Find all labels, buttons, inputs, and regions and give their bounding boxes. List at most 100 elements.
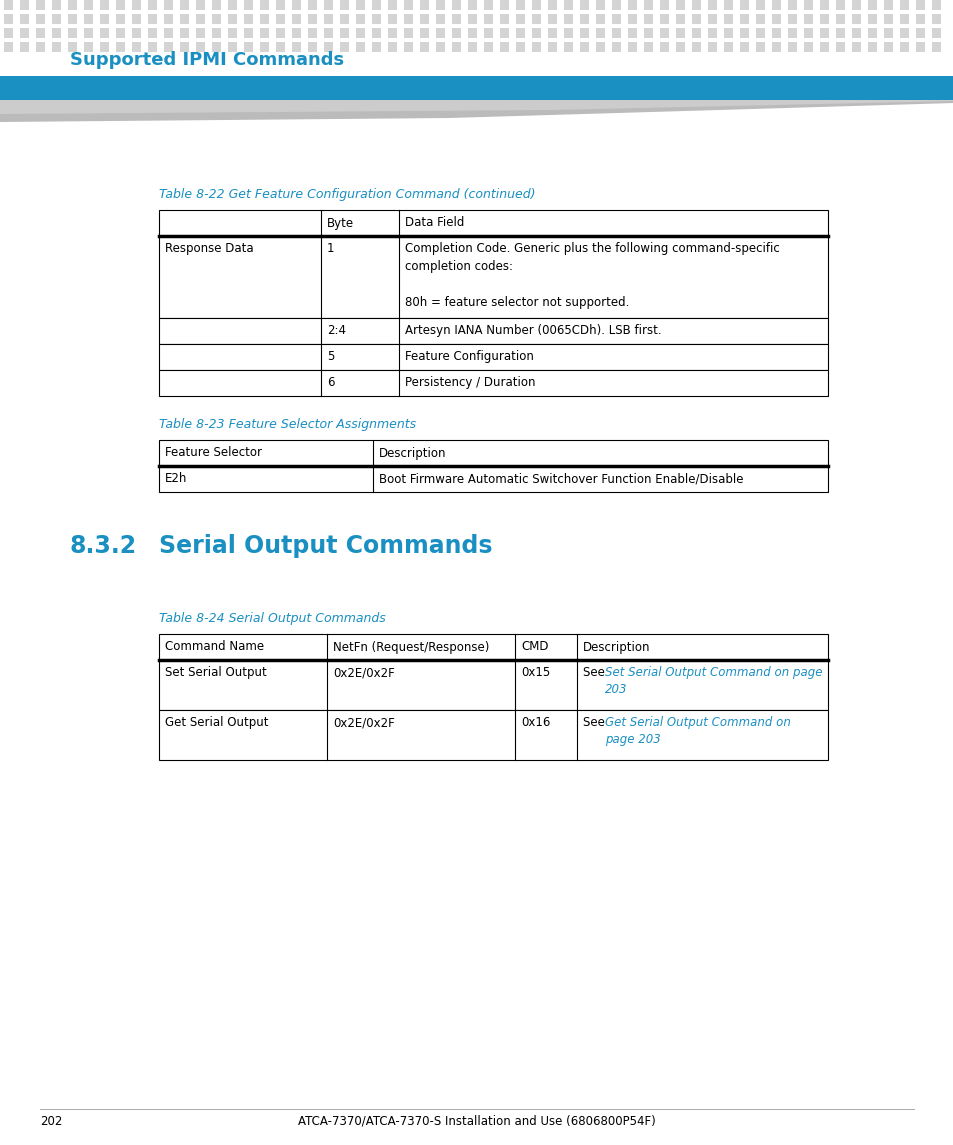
Bar	[52, 0, 61, 10]
Bar	[52, 14, 61, 24]
Bar	[339, 42, 349, 52]
Bar	[324, 42, 333, 52]
Bar	[164, 0, 172, 10]
Bar	[563, 27, 573, 38]
Bar	[707, 42, 717, 52]
Bar	[36, 42, 45, 52]
Bar	[883, 42, 892, 52]
Bar	[596, 42, 604, 52]
Bar	[612, 14, 620, 24]
Text: Boot Firmware Automatic Switchover Function Enable/Disable: Boot Firmware Automatic Switchover Funct…	[378, 473, 742, 485]
Bar	[563, 14, 573, 24]
Text: 1: 1	[327, 242, 335, 255]
Bar	[292, 27, 301, 38]
Bar	[612, 0, 620, 10]
Bar	[627, 0, 637, 10]
Bar	[931, 0, 940, 10]
Bar	[164, 42, 172, 52]
Text: NetFn (Request/Response): NetFn (Request/Response)	[333, 640, 489, 654]
Bar	[915, 42, 924, 52]
Bar	[835, 0, 844, 10]
Bar	[159, 440, 827, 466]
Bar	[244, 14, 253, 24]
Bar	[867, 14, 876, 24]
Polygon shape	[0, 100, 953, 123]
Bar	[132, 42, 141, 52]
Bar	[212, 27, 221, 38]
Bar	[452, 42, 460, 52]
Bar	[820, 0, 828, 10]
Bar	[659, 42, 668, 52]
Bar	[372, 42, 380, 52]
Bar	[835, 42, 844, 52]
Bar	[36, 27, 45, 38]
Bar	[116, 42, 125, 52]
Bar	[244, 27, 253, 38]
Bar	[20, 0, 29, 10]
Bar	[148, 0, 157, 10]
Bar	[723, 27, 732, 38]
Bar	[159, 318, 827, 343]
Text: Serial Output Commands: Serial Output Commands	[159, 534, 492, 558]
Bar	[195, 42, 205, 52]
Bar	[100, 42, 109, 52]
Bar	[164, 14, 172, 24]
Bar	[388, 27, 396, 38]
Bar	[275, 27, 285, 38]
Bar	[4, 0, 13, 10]
Bar	[579, 14, 588, 24]
Text: Command Name: Command Name	[165, 640, 264, 654]
Bar	[851, 14, 861, 24]
Text: 0x2E/0x2F: 0x2E/0x2F	[333, 716, 395, 729]
Bar	[676, 42, 684, 52]
Bar	[36, 14, 45, 24]
Bar	[244, 0, 253, 10]
Bar	[292, 0, 301, 10]
Bar	[275, 42, 285, 52]
Bar	[883, 27, 892, 38]
Text: Description: Description	[582, 640, 650, 654]
Bar	[516, 14, 524, 24]
Bar	[899, 14, 908, 24]
Bar	[723, 0, 732, 10]
Bar	[68, 0, 77, 10]
Bar	[755, 27, 764, 38]
Bar	[468, 42, 476, 52]
Bar	[403, 14, 413, 24]
Bar	[468, 14, 476, 24]
Bar	[787, 27, 796, 38]
Bar	[931, 42, 940, 52]
Bar	[596, 27, 604, 38]
Bar	[483, 0, 493, 10]
Bar	[324, 14, 333, 24]
Bar	[372, 14, 380, 24]
Bar	[228, 42, 236, 52]
Bar	[676, 0, 684, 10]
Bar	[164, 27, 172, 38]
Text: See: See	[582, 666, 608, 679]
Bar	[84, 0, 92, 10]
Bar	[755, 42, 764, 52]
Bar	[159, 634, 827, 660]
Bar	[771, 0, 781, 10]
Text: 202: 202	[40, 1115, 62, 1128]
Bar	[275, 14, 285, 24]
Text: E2h: E2h	[165, 473, 187, 485]
Bar	[308, 42, 316, 52]
Bar	[579, 0, 588, 10]
Bar	[835, 14, 844, 24]
Bar	[740, 0, 748, 10]
Bar	[20, 27, 29, 38]
Bar	[771, 27, 781, 38]
Bar	[68, 14, 77, 24]
Bar	[452, 0, 460, 10]
Text: Table 8-24 Serial Output Commands: Table 8-24 Serial Output Commands	[159, 611, 385, 625]
Bar	[148, 14, 157, 24]
Bar	[84, 14, 92, 24]
Bar	[899, 27, 908, 38]
Bar	[899, 42, 908, 52]
Bar	[755, 0, 764, 10]
Bar	[803, 42, 812, 52]
Bar	[931, 14, 940, 24]
Bar	[563, 42, 573, 52]
